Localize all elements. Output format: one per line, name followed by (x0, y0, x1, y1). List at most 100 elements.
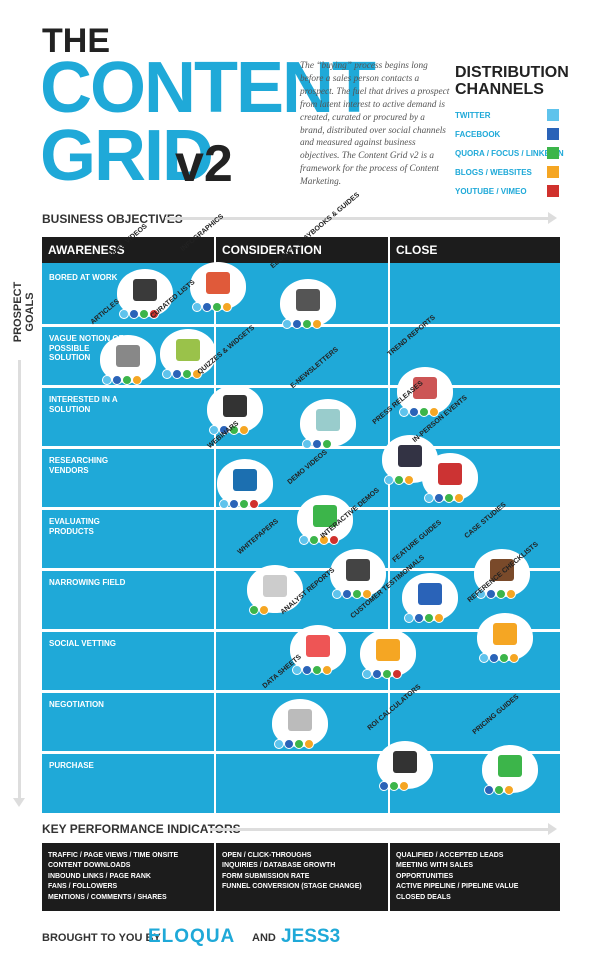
channel-dot (202, 302, 212, 312)
kpi-item: CONTENT DOWNLOADS (48, 862, 131, 870)
channel-dot (312, 439, 322, 449)
row-label-evaluating: EVALUATING PRODUCTS (49, 517, 100, 536)
video-icon (133, 279, 157, 301)
map-icon (176, 339, 200, 361)
prospect-goals-arrowhead (13, 798, 25, 807)
channel-dot (394, 475, 404, 485)
title-content: CONTENT (40, 48, 376, 128)
content-node: INTERACTIVE DEMOS (320, 487, 390, 601)
content-node: REFERENCE CHECKLISTS (467, 541, 540, 665)
eloqua-logo: ELOQUA (148, 926, 236, 947)
dollar-icon (498, 755, 522, 777)
content-node: WEBINARS (207, 420, 277, 511)
channel-dot (312, 319, 322, 329)
channel-dot (212, 302, 222, 312)
channel-dot (192, 369, 202, 379)
channel-dot (506, 589, 516, 599)
row-label-social-vetting: SOCIAL VETTING (49, 639, 116, 648)
channel-dot (434, 493, 444, 503)
channel-dot (319, 535, 329, 545)
star-icon (376, 639, 400, 661)
content-node: VIRAL VIDEOS (107, 223, 177, 321)
row-divider (42, 690, 560, 693)
kpi-divider (388, 843, 390, 911)
content-node: ARTICLES (90, 298, 160, 387)
channel-dot (494, 785, 504, 795)
content-node: TREND REPORTS (387, 314, 457, 419)
channel-dot (249, 605, 259, 615)
channel-dot (484, 785, 494, 795)
content-node-label: TREND REPORTS (386, 314, 437, 358)
kpi-item: MENTIONS / COMMENTS / SHARES (48, 893, 167, 901)
channel-dot (399, 407, 409, 417)
channel-dot (389, 781, 399, 791)
channel-dot (284, 739, 294, 749)
channel-dot (132, 375, 142, 385)
channel-dot (496, 589, 506, 599)
content-node: FEATURE GUIDES (392, 519, 462, 625)
channel-dot (454, 493, 464, 503)
kpi-consideration-list: OPEN / CLICK-THROUGHS INQUIRIES / DATABA… (222, 851, 362, 893)
channel-dot (162, 369, 172, 379)
row-divider (42, 446, 560, 449)
channel-label-facebook: FACEBOOK (455, 130, 501, 139)
step-icon (313, 505, 337, 527)
channel-swatch-quora (547, 147, 559, 159)
channel-dot (299, 535, 309, 545)
kpi-item: INBOUND LINKS / PAGE RANK (48, 872, 151, 880)
channel-dot (312, 665, 322, 675)
channel-dot (229, 499, 239, 509)
puzzle-icon (418, 583, 442, 605)
channel-swatch-facebook (547, 128, 559, 140)
channel-dot (444, 493, 454, 503)
channel-dot (219, 425, 229, 435)
channel-swatch-blogs (547, 166, 559, 178)
kpi-awareness-list: TRAFFIC / PAGE VIEWS / TIME ONSITE CONTE… (48, 851, 178, 903)
channel-dot (139, 309, 149, 319)
column-close: CLOSE (396, 243, 438, 257)
column-awareness: AWARENESS (48, 243, 125, 257)
prospect-goals-arrow (18, 360, 21, 800)
row-label-vague: VAGUE NOTION OF POSSIBLE SOLUTION (49, 334, 124, 362)
row-label-purchase: PURCHASE (49, 761, 94, 770)
kpi-item: FORM SUBMISSION RATE (222, 872, 310, 880)
channel-label-twitter: TWITTER (455, 111, 491, 120)
channel-dot (149, 309, 159, 319)
channel-dot (322, 665, 332, 675)
kpi-item: TRAFFIC / PAGE VIEWS / TIME ONSITE (48, 852, 179, 859)
channel-dot (399, 781, 409, 791)
channel-dot (372, 669, 382, 679)
kpi-item: OPPORTUNITIES (396, 872, 454, 880)
channel-label-blogs: BLOGS / WEBSITES (455, 168, 532, 177)
content-node-label: DEMO VIDEOS (286, 448, 329, 486)
kpi-item: FUNNEL CONVERSION (STAGE CHANGE) (222, 883, 362, 891)
kpi-item: MEETING WITH SALES (396, 862, 473, 870)
kpi-title: KEY PERFORMANCE INDICATORS (42, 822, 241, 836)
channel-dot (429, 407, 439, 417)
channel-dot (342, 589, 352, 599)
channel-dot (292, 319, 302, 329)
channel-dot (222, 302, 232, 312)
channel-label-youtube: YOUTUBE / VIMEO (455, 187, 527, 196)
channel-dot (239, 499, 249, 509)
intro-text: The “buying” process begins long before … (300, 61, 450, 188)
channel-dot (219, 499, 229, 509)
content-grid: BORED AT WORK VAGUE NOTION OF POSSIBLE S… (42, 192, 560, 813)
header-divider (214, 237, 216, 263)
content-node: QUIZZES & WIDGETS (197, 324, 267, 437)
channel-dot (424, 613, 434, 623)
channel-dot (229, 425, 239, 435)
briefcase-icon (490, 559, 514, 581)
column-divider (388, 263, 390, 813)
content-node: ANALYST REPORTS (280, 567, 350, 677)
content-node: WHITEPAPERS (237, 518, 307, 617)
row-label-negotiation: NEGOTIATION (49, 700, 104, 709)
kpi-item: ACTIVE PIPELINE / PIPELINE VALUE (396, 883, 519, 891)
channel-dot (424, 493, 434, 503)
row-label-researching: RESEARCHING VENDORS (49, 456, 109, 475)
kpi-item: FANS / FOLLOWERS (48, 883, 118, 891)
channel-dot (322, 439, 332, 449)
business-objectives-label: BUSINESS OBJECTIVES (42, 212, 183, 226)
whitepaper-icon (263, 575, 287, 597)
content-node: EBOOKS, PLAYBOOKS & GUIDES (270, 192, 361, 331)
